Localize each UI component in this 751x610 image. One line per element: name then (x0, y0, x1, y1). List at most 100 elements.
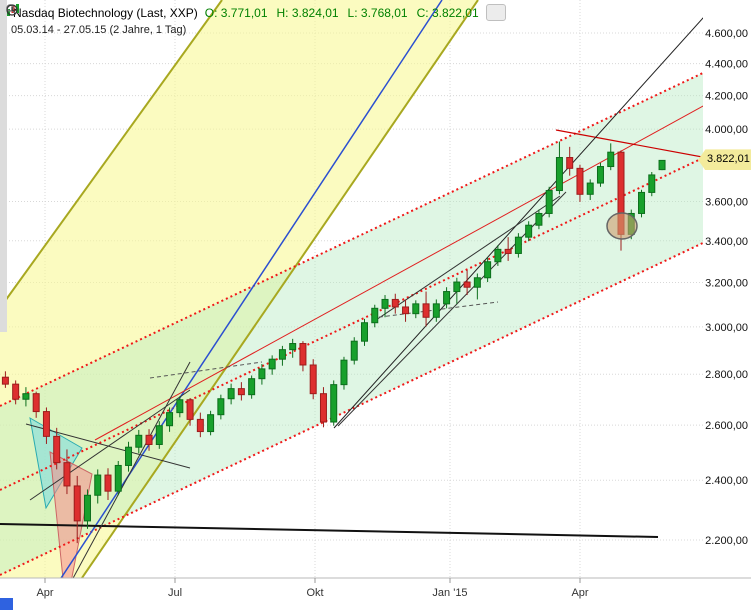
candle (155, 421, 163, 449)
time-tick-label: Apr (36, 587, 53, 599)
date-range: 05.03.14 - 27.05.15 (2 Jahre, 1 Tag) (11, 24, 187, 36)
candle (83, 489, 91, 529)
yellow-channel[interactable] (0, 0, 478, 610)
candle (576, 164, 584, 202)
candle (494, 245, 502, 266)
candle (289, 338, 297, 358)
candle (443, 287, 451, 309)
candle (422, 291, 430, 327)
low-value: L: 3.768,01 (347, 5, 408, 20)
open-value: O: 3.771,01 (204, 5, 268, 20)
candle (402, 299, 410, 322)
candle (63, 449, 71, 495)
price-tick-label: 4.400,00 (705, 59, 748, 71)
candle (227, 383, 235, 405)
ohlc-values: O: 3.771,01 H: 3.824,01 L: 3.768,01 C: 3… (205, 6, 479, 20)
triangle1-line-a[interactable] (58, 361, 191, 606)
candle (237, 382, 245, 401)
candle (638, 189, 646, 218)
candle (484, 257, 492, 283)
yellow-channel-lower-border[interactable] (60, 0, 479, 610)
candle (309, 359, 317, 400)
time-tick-label: Jul (168, 587, 182, 599)
price-tick-label: 3.200,00 (705, 277, 748, 289)
candle (658, 159, 666, 171)
candle (586, 179, 594, 200)
high-value: H: 3.824,01 (276, 5, 339, 20)
candle (268, 355, 276, 375)
time-tick-label: Jan '15 (432, 587, 467, 599)
blue-trendline[interactable] (40, 0, 443, 610)
chart-header: Nasdaq Biotechnology (Last, XXP) O: 3.77… (6, 4, 506, 36)
candle (114, 460, 122, 496)
candle (53, 427, 61, 470)
candle (248, 375, 256, 399)
highlight-ellipse[interactable] (606, 212, 638, 240)
close-value: C: 3.822,01 (416, 5, 479, 20)
candle (473, 273, 481, 300)
candle (350, 337, 358, 365)
candle (278, 345, 286, 366)
candle (596, 162, 604, 187)
dotted-channel-upper[interactable] (0, 71, 705, 407)
last-price-badge: 3.822,01 (698, 149, 751, 171)
yellow-channel-upper-border[interactable] (0, 0, 223, 309)
price-tick-label: 3.400,00 (705, 236, 748, 248)
candle (504, 237, 512, 261)
candle (566, 146, 574, 176)
candle (361, 318, 368, 346)
candle (207, 410, 215, 436)
candle (545, 186, 553, 218)
red-trendline-long[interactable] (94, 105, 705, 441)
candle (535, 209, 543, 230)
candle (607, 143, 615, 171)
candle (330, 380, 338, 426)
left-scroll-strip[interactable] (0, 0, 7, 332)
triangle1-line-c[interactable] (29, 389, 191, 501)
candle (166, 407, 174, 432)
candle (22, 387, 30, 407)
price-tick-label: 4.600,00 (705, 28, 748, 40)
red-peak-line[interactable] (555, 129, 708, 158)
price-tick-label: 2.200,00 (705, 535, 748, 547)
candle (319, 387, 327, 428)
candle (94, 469, 102, 504)
candle (186, 397, 194, 426)
candle (196, 412, 204, 438)
black-diagonal-line[interactable] (333, 8, 712, 429)
price-tick-label: 3.000,00 (705, 322, 748, 334)
time-tick-label: Okt (306, 587, 323, 599)
candle (525, 221, 533, 242)
candle (135, 429, 143, 454)
triangle2-line-b[interactable] (375, 195, 561, 321)
green-channel[interactable] (0, 72, 705, 575)
candle (371, 304, 379, 328)
zoom-button[interactable] (6, 4, 506, 21)
instrument-title: Nasdaq Biotechnology (Last, XXP) (13, 5, 198, 20)
price-tick-label: 2.400,00 (705, 475, 748, 487)
candle (258, 364, 266, 385)
candle (176, 396, 184, 418)
candle (555, 141, 563, 195)
candle (340, 356, 348, 390)
candle (453, 277, 461, 304)
candle (381, 295, 389, 318)
candle (73, 475, 81, 544)
candle (12, 380, 20, 405)
candle (463, 270, 471, 296)
price-tick-label: 3.600,00 (705, 197, 748, 209)
price-tick-label: 4.200,00 (705, 91, 748, 103)
candle (299, 341, 307, 372)
candle (432, 299, 440, 322)
candle (514, 233, 522, 258)
candle (217, 394, 225, 420)
candle (412, 300, 420, 319)
candle (32, 391, 40, 418)
candle (125, 441, 133, 472)
dashed-segment-1[interactable] (149, 361, 263, 379)
black-support-line[interactable] (0, 523, 659, 538)
price-tick-label: 2.800,00 (705, 369, 748, 381)
candle (391, 293, 399, 314)
